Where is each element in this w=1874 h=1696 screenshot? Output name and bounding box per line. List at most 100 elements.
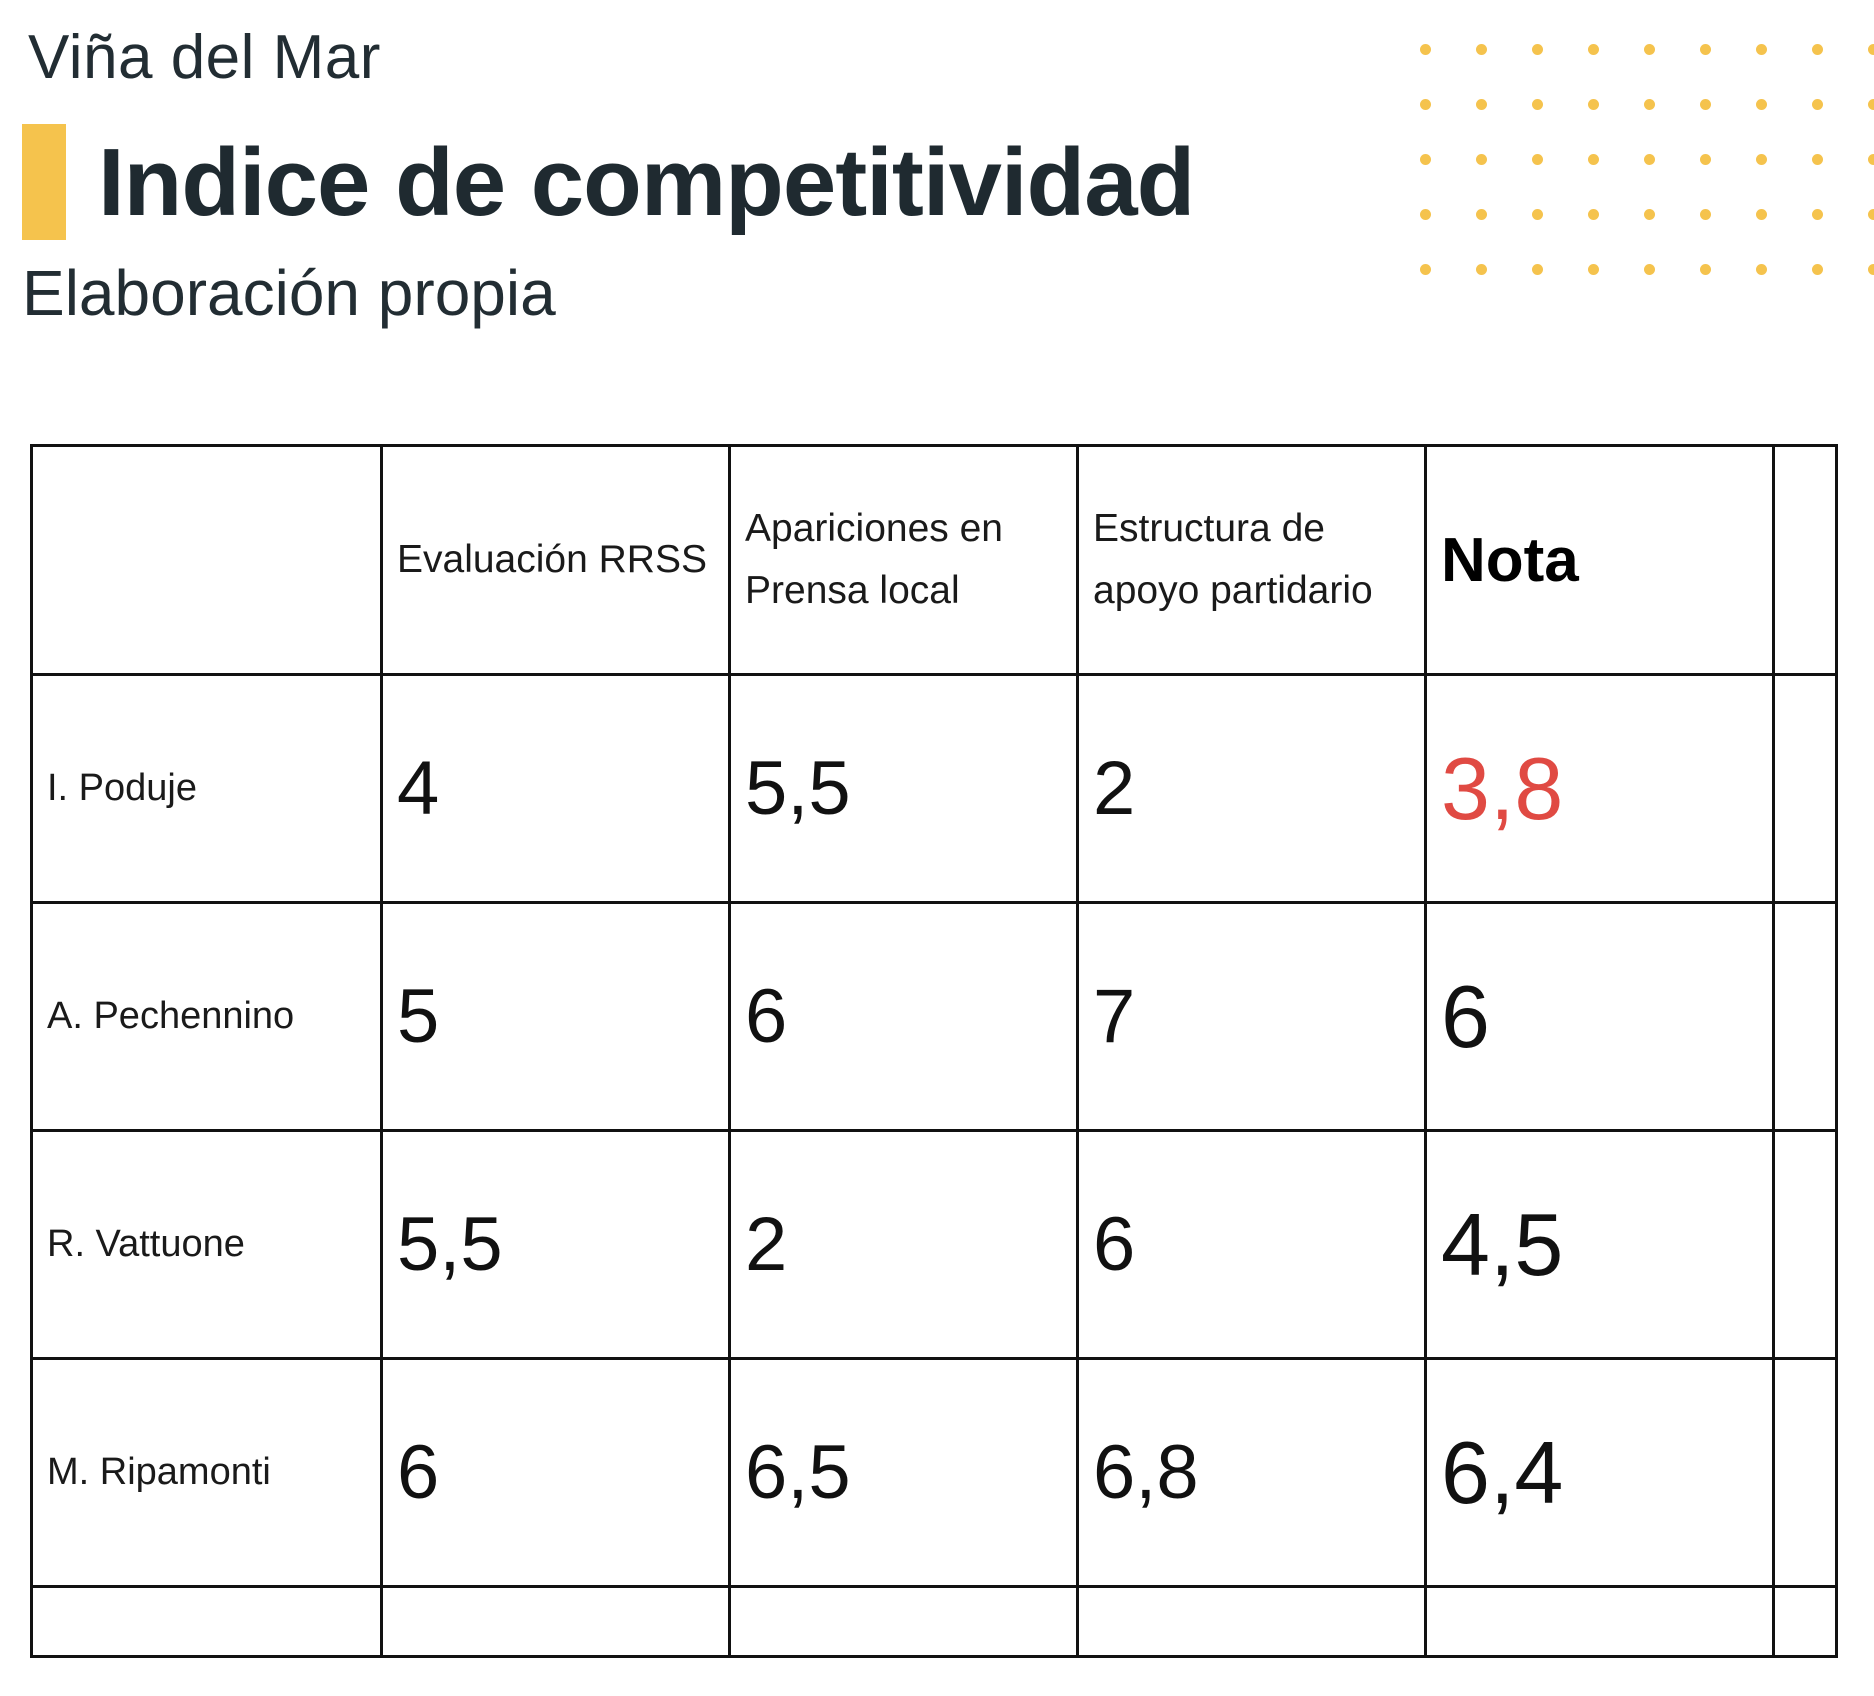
decorative-dot — [1420, 44, 1431, 55]
decorative-dot — [1476, 154, 1487, 165]
row-name-cell: I. Poduje — [33, 676, 380, 901]
decorative-dot — [1812, 154, 1823, 165]
row-name-cell: R. Vattuone — [33, 1132, 380, 1357]
prensa-value: 5,5 — [745, 746, 851, 831]
rrss-cell: 5 — [383, 904, 728, 1129]
decorative-dot — [1868, 154, 1874, 165]
decorative-dot — [1868, 99, 1874, 110]
decorative-dot — [1420, 99, 1431, 110]
prensa-value: 6,5 — [745, 1430, 851, 1515]
prensa-cell: 2 — [731, 1132, 1076, 1357]
decorative-dot — [1644, 154, 1655, 165]
estructura-cell: 6,8 — [1079, 1360, 1424, 1585]
decorative-dot — [1756, 99, 1767, 110]
decorative-dot — [1644, 264, 1655, 275]
header-cell-prensa: Apariciones en Prensa local — [731, 447, 1076, 673]
decorative-dot — [1644, 99, 1655, 110]
rrss-value: 5 — [397, 974, 440, 1059]
decorative-dot — [1532, 209, 1543, 220]
decorative-dot — [1420, 264, 1431, 275]
prensa-value: 6 — [745, 974, 788, 1059]
decorative-dot — [1756, 209, 1767, 220]
row-divider — [33, 901, 1835, 904]
row-divider — [33, 1357, 1835, 1360]
header-cell-rrss: Evaluación RRSS — [383, 447, 728, 673]
candidate-name: M. Ripamonti — [47, 1451, 271, 1493]
decorative-dot — [1476, 264, 1487, 275]
header-cell-estructura: Estructura de apoyo partidario — [1079, 447, 1424, 673]
column-divider — [380, 447, 383, 1655]
column-divider — [1424, 447, 1427, 1655]
decorative-dot — [1868, 44, 1874, 55]
prensa-cell: 5,5 — [731, 676, 1076, 901]
rrss-value: 6 — [397, 1430, 440, 1515]
estructura-value: 6 — [1093, 1202, 1136, 1287]
row-name-cell: M. Ripamonti — [33, 1360, 380, 1585]
page-subtitle: Elaboración propia — [22, 257, 556, 329]
header-label-rrss: Evaluación RRSS — [397, 538, 707, 581]
decorative-dot — [1532, 264, 1543, 275]
nota-cell: 6 — [1427, 904, 1772, 1129]
decorative-dot — [1812, 209, 1823, 220]
decorative-dot-pattern — [1420, 44, 1874, 280]
header-label-nota: Nota — [1441, 525, 1579, 595]
header-cell-empty — [33, 447, 380, 673]
nota-value: 6 — [1441, 966, 1490, 1066]
row-divider — [33, 673, 1835, 676]
decorative-dot — [1588, 264, 1599, 275]
competitiveness-table: Evaluación RRSS Apariciones en Prensa lo… — [30, 444, 1838, 1658]
decorative-dot — [1588, 99, 1599, 110]
decorative-dot — [1588, 209, 1599, 220]
decorative-dot — [1588, 154, 1599, 165]
decorative-dot — [1532, 154, 1543, 165]
row-divider — [33, 1129, 1835, 1132]
rrss-value: 5,5 — [397, 1202, 503, 1287]
estructura-value: 6,8 — [1093, 1430, 1199, 1515]
rrss-value: 4 — [397, 746, 440, 831]
decorative-dot — [1700, 154, 1711, 165]
header-cell-nota: Nota — [1427, 447, 1772, 673]
estructura-value: 2 — [1093, 746, 1136, 831]
decorative-dot — [1420, 209, 1431, 220]
candidate-name: I. Poduje — [47, 767, 197, 809]
decorative-dot — [1476, 209, 1487, 220]
decorative-dot — [1756, 44, 1767, 55]
estructura-cell: 6 — [1079, 1132, 1424, 1357]
decorative-dot — [1700, 264, 1711, 275]
decorative-dot — [1700, 99, 1711, 110]
column-divider — [1772, 447, 1775, 1655]
column-divider — [1076, 447, 1079, 1655]
decorative-dot — [1756, 264, 1767, 275]
nota-cell: 3,8 — [1427, 676, 1772, 901]
candidate-name: R. Vattuone — [47, 1223, 245, 1265]
column-divider — [728, 447, 731, 1655]
row-divider — [33, 1585, 1835, 1588]
nota-value-highlighted: 3,8 — [1441, 738, 1564, 838]
rrss-cell: 4 — [383, 676, 728, 901]
header-label-prensa: Apariciones en Prensa local — [745, 507, 1003, 612]
nota-cell: 6,4 — [1427, 1360, 1772, 1585]
decorative-dot — [1812, 44, 1823, 55]
decorative-dot — [1756, 154, 1767, 165]
prensa-cell: 6,5 — [731, 1360, 1076, 1585]
decorative-dot — [1868, 264, 1874, 275]
prensa-cell: 6 — [731, 904, 1076, 1129]
decorative-dot — [1476, 44, 1487, 55]
nota-value: 4,5 — [1441, 1194, 1564, 1294]
region-label: Viña del Mar — [28, 23, 381, 92]
title-accent-bar — [22, 124, 66, 240]
decorative-dot — [1420, 154, 1431, 165]
page-title: Indice de competitividad — [98, 129, 1195, 236]
nota-value: 6,4 — [1441, 1422, 1564, 1522]
decorative-dot — [1700, 44, 1711, 55]
estructura-cell: 2 — [1079, 676, 1424, 901]
decorative-dot — [1532, 44, 1543, 55]
header-cell-extra — [1775, 447, 1835, 673]
estructura-value: 7 — [1093, 974, 1136, 1059]
rrss-cell: 5,5 — [383, 1132, 728, 1357]
decorative-dot — [1532, 99, 1543, 110]
decorative-dot — [1812, 264, 1823, 275]
candidate-name: A. Pechennino — [47, 995, 295, 1037]
decorative-dot — [1476, 99, 1487, 110]
decorative-dot — [1644, 209, 1655, 220]
